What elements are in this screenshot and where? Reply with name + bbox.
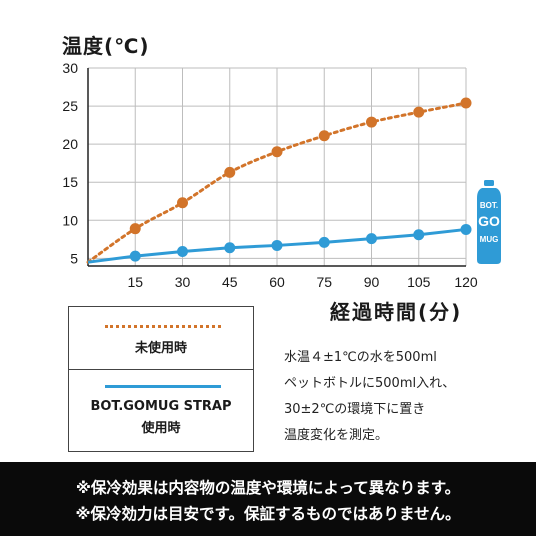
point-strap-75 [318, 236, 330, 248]
x-tick-label-1: 30 [175, 274, 191, 290]
y-tick-label-5: 5 [70, 250, 78, 266]
point-unused-15 [129, 223, 141, 235]
point-strap-15 [129, 250, 141, 262]
point-strap-120 [460, 223, 472, 235]
logo-text-mug: MUG [480, 235, 499, 244]
point-unused-90 [366, 116, 377, 128]
y-axis-title: 温度(℃) [62, 34, 150, 58]
x-tick-label-6: 105 [407, 274, 431, 290]
disclaimer-line-1: ※保冷効果は内容物の温度や環境によって異なります。 [75, 479, 461, 497]
y-tick-label-2: 20 [62, 136, 78, 152]
x-axis-title: 経過時間(分) [330, 300, 463, 324]
note-line-4: 温度変化を測定。 [284, 428, 389, 443]
y-tick-label-1: 25 [62, 98, 78, 114]
legend-label-strap-line2: 使用時 [141, 421, 181, 436]
x-tick-label-7: 120 [454, 274, 478, 290]
legend-label-unused: 未使用時 [134, 341, 187, 356]
disclaimer-bar: ※保冷効果は内容物の温度や環境によって異なります。 ※保冷効力は目安です。保証す… [0, 462, 536, 536]
disclaimer-line-2: ※保冷効力は目安です。保証するものではありません。 [75, 505, 461, 523]
legend-label-strap-line1: BOT.GOMUG STRAP [90, 399, 232, 414]
note-line-1: 水温４±1℃の水を500ml [284, 350, 437, 365]
note-line-2: ペットボトルに500ml入れ、 [284, 376, 456, 391]
x-tick-label-5: 90 [364, 274, 380, 290]
legend-swatch-strap [105, 385, 221, 388]
bottle-logo-icon: BOT. GO MUG [477, 180, 501, 264]
x-tick-label-2: 45 [222, 274, 238, 290]
point-unused-75 [318, 130, 330, 142]
point-unused-120 [460, 97, 472, 109]
y-tick-label-4: 10 [62, 212, 78, 228]
chart-axes [87, 68, 466, 267]
x-tick-label-4: 75 [316, 274, 332, 290]
y-tick-label-0: 30 [62, 60, 78, 76]
point-strap-105 [413, 229, 425, 241]
legend-swatch-unused [105, 325, 221, 328]
note-line-3: 30±2℃の環境下に置き [284, 402, 426, 417]
point-strap-30 [177, 246, 188, 258]
point-unused-60 [271, 146, 283, 158]
x-tick-label-0: 15 [127, 274, 143, 290]
point-unused-30 [177, 197, 188, 209]
point-unused-105 [413, 106, 425, 118]
logo-text-bot: BOT. [480, 201, 498, 210]
point-strap-60 [271, 239, 283, 251]
point-strap-90 [366, 233, 377, 245]
logo-text-go: GO [478, 213, 500, 229]
x-tick-label-3: 60 [269, 274, 285, 290]
point-strap-45 [224, 242, 236, 254]
legend: 未使用時 BOT.GOMUG STRAP 使用時 [68, 306, 254, 452]
point-unused-45 [224, 166, 236, 178]
y-tick-label-3: 15 [62, 174, 78, 190]
chart-series [86, 97, 472, 264]
legend-divider [69, 369, 253, 370]
